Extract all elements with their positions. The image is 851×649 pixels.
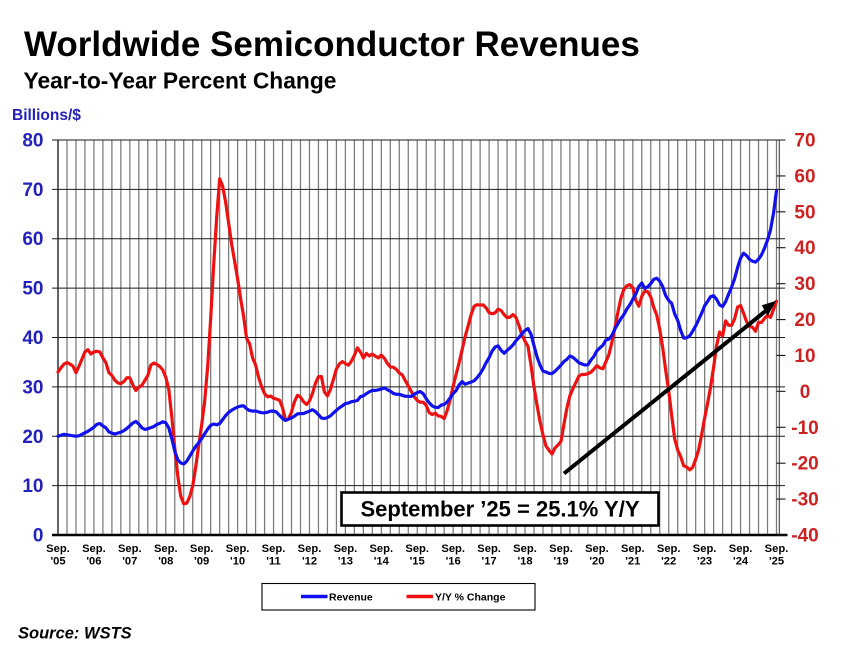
- svg-text:30: 30: [794, 274, 815, 295]
- svg-text:Sep.: Sep.: [154, 543, 178, 555]
- svg-text:'17: '17: [482, 556, 497, 568]
- svg-text:Sep.: Sep.: [369, 543, 393, 555]
- svg-text:Sep.: Sep.: [298, 543, 322, 555]
- svg-text:'16: '16: [446, 556, 461, 568]
- svg-text:70: 70: [22, 180, 43, 201]
- svg-text:'20: '20: [589, 556, 604, 568]
- svg-text:September ’25 = 25.1% Y/Y: September ’25 = 25.1% Y/Y: [360, 497, 639, 522]
- svg-text:Year-to-Year Percent Change: Year-to-Year Percent Change: [24, 68, 337, 94]
- svg-text:0: 0: [800, 382, 811, 403]
- svg-text:'07: '07: [122, 556, 137, 568]
- svg-text:'08: '08: [158, 556, 173, 568]
- svg-text:Sep.: Sep.: [82, 543, 106, 555]
- svg-text:50: 50: [22, 279, 43, 300]
- svg-text:Worldwide Semiconductor Revenu: Worldwide Semiconductor Revenues: [24, 25, 640, 64]
- svg-text:'11: '11: [266, 556, 281, 568]
- svg-text:Sep.: Sep.: [46, 543, 70, 555]
- svg-text:Sep.: Sep.: [693, 543, 717, 555]
- svg-text:Sep.: Sep.: [657, 543, 681, 555]
- svg-text:Y/Y % Change: Y/Y % Change: [435, 592, 506, 604]
- svg-text:70: 70: [794, 131, 815, 152]
- svg-text:Sep.: Sep.: [226, 543, 250, 555]
- svg-text:'24: '24: [733, 556, 749, 568]
- svg-text:Sep.: Sep.: [118, 543, 142, 555]
- svg-text:Sep.: Sep.: [549, 543, 573, 555]
- svg-text:'12: '12: [302, 556, 317, 568]
- svg-text:60: 60: [794, 166, 815, 187]
- svg-text:'06: '06: [86, 556, 101, 568]
- svg-text:-20: -20: [791, 454, 818, 475]
- svg-text:20: 20: [22, 427, 43, 448]
- svg-text:Billions/$: Billions/$: [12, 107, 81, 124]
- svg-text:-40: -40: [791, 526, 818, 547]
- svg-text:Sep.: Sep.: [405, 543, 429, 555]
- svg-text:'05: '05: [50, 556, 65, 568]
- svg-text:'09: '09: [194, 556, 209, 568]
- svg-text:40: 40: [22, 328, 43, 349]
- svg-text:'13: '13: [338, 556, 353, 568]
- svg-text:-30: -30: [791, 490, 818, 511]
- svg-text:'22: '22: [661, 556, 676, 568]
- svg-text:'21: '21: [625, 556, 640, 568]
- svg-text:Sep.: Sep.: [334, 543, 358, 555]
- svg-text:30: 30: [22, 377, 43, 398]
- svg-text:'23: '23: [697, 556, 712, 568]
- svg-text:40: 40: [794, 238, 815, 259]
- svg-text:60: 60: [22, 229, 43, 250]
- svg-text:50: 50: [794, 202, 815, 223]
- svg-text:Sep.: Sep.: [729, 543, 753, 555]
- svg-text:Sep.: Sep.: [262, 543, 286, 555]
- svg-text:10: 10: [794, 346, 815, 367]
- svg-text:0: 0: [33, 526, 44, 547]
- svg-text:'19: '19: [553, 556, 568, 568]
- svg-text:'10: '10: [230, 556, 245, 568]
- svg-text:Sep.: Sep.: [513, 543, 537, 555]
- svg-text:Sep.: Sep.: [585, 543, 609, 555]
- svg-text:-10: -10: [791, 418, 818, 439]
- svg-text:Sep.: Sep.: [441, 543, 465, 555]
- svg-text:10: 10: [22, 476, 43, 497]
- svg-text:80: 80: [22, 131, 43, 152]
- svg-text:20: 20: [794, 310, 815, 331]
- svg-text:Revenue: Revenue: [329, 592, 373, 604]
- svg-text:'14: '14: [374, 556, 390, 568]
- svg-text:Sep.: Sep.: [190, 543, 214, 555]
- svg-text:'18: '18: [517, 556, 532, 568]
- svg-text:'25: '25: [769, 556, 784, 568]
- svg-text:Sep.: Sep.: [621, 543, 645, 555]
- svg-text:Sep.: Sep.: [765, 543, 789, 555]
- svg-text:'15: '15: [410, 556, 425, 568]
- svg-text:Source: WSTS: Source: WSTS: [18, 625, 132, 643]
- svg-text:Sep.: Sep.: [477, 543, 501, 555]
